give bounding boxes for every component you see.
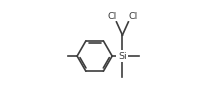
Text: Si: Si [118,52,127,61]
Text: Cl: Cl [128,12,137,21]
Text: Cl: Cl [108,12,117,21]
